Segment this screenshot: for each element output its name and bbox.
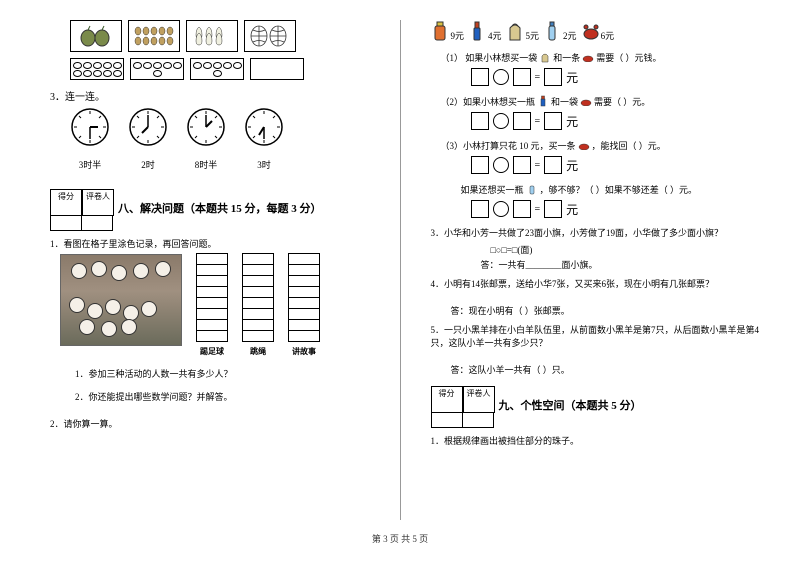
activity-photo	[60, 254, 182, 346]
score-box: 得分 评卷人	[50, 189, 114, 216]
equation-4: =元	[471, 200, 771, 218]
q5-text: 5．一只小黑羊排在小白羊队伍里，从前面数小黑羊是第7只，从后面数小黑羊是第4只，…	[431, 323, 771, 349]
equation-2: =元	[471, 112, 771, 130]
page-footer: 第 3 页 共 5 页	[30, 532, 770, 545]
bottle2-icon	[526, 182, 538, 196]
item: 2元	[543, 20, 577, 42]
score-cell: 得分	[431, 386, 463, 413]
right-column: 9元 4元 5元 2元 6元 （1） 如果小林想买一袋 和一条	[421, 20, 771, 520]
item: 6元	[581, 20, 615, 42]
q3-text: 3．小华和小芳一共做了23面小旗，小芳做了19面，小华做了多少面小旗？	[431, 226, 771, 239]
price: 6元	[601, 29, 615, 42]
bottle-icon	[468, 20, 486, 42]
fruit-row-1	[70, 20, 380, 52]
q3-label: 3．连一连。	[50, 88, 380, 103]
crab-icon	[578, 138, 590, 152]
clock-label: 8时半	[186, 158, 226, 171]
left-column: 3．连一连。 3时半 2时 8时半 3时 得分 评卷人	[30, 20, 380, 520]
clock-item: 8时半	[186, 107, 226, 171]
problem-2: （2）如果小林想买一瓶 和一袋 需要（ ）元。	[441, 94, 771, 108]
price: 4元	[488, 29, 502, 42]
bar-label: 跳绳	[250, 346, 266, 357]
score-box: 得分 评卷人	[431, 386, 495, 413]
problem-4: 如果还想买一瓶 ，够不够？（ ）如果不够还差（ ）元。	[461, 182, 771, 196]
bar-column: 讲故事	[288, 254, 320, 357]
bag-icon	[506, 20, 524, 42]
bar-column: 踢足球	[196, 254, 228, 357]
bar-label: 讲故事	[292, 346, 316, 357]
fruit-box	[128, 20, 180, 52]
clock-icon	[70, 107, 110, 147]
problem-3: （3）小林打算只花 10 元，买一条 ，能找回（ ）元。	[441, 138, 771, 152]
clock-item: 3时	[244, 107, 284, 171]
clock-label: 3时	[244, 158, 284, 171]
clock-icon	[128, 107, 168, 147]
q3-eq: □○□=□(面)	[491, 243, 771, 256]
bag-icon	[539, 50, 551, 64]
item: 5元	[506, 20, 540, 42]
q1-text: 1．看图在格子里涂色记录，再回答问题。	[50, 237, 380, 250]
price: 9元	[451, 29, 465, 42]
bottle-icon	[537, 94, 549, 108]
score-cell: 评卷人	[82, 189, 114, 216]
crab-icon	[580, 94, 592, 108]
bottle2-icon	[543, 20, 561, 42]
clock-icon	[244, 107, 284, 147]
q4-answer: 答：现在小明有（ ）张邮票。	[451, 304, 771, 317]
oval-box	[190, 58, 244, 80]
item: 4元	[468, 20, 502, 42]
price: 5元	[526, 29, 540, 42]
jar-icon	[431, 20, 449, 42]
sub-q2: 2．你还能提出哪些数学问题？并解答。	[75, 390, 380, 403]
oval-row	[70, 58, 380, 80]
clock-icon	[186, 107, 226, 147]
equation-1: =元	[471, 68, 771, 86]
bar-label: 踢足球	[200, 346, 224, 357]
crab-icon	[581, 20, 599, 42]
section-9-title: 九、个性空间（本题共 5 分）	[499, 397, 642, 413]
sub-q1: 1．参加三种活动的人数一共有多少人？	[75, 367, 380, 380]
clock-label: 3时半	[70, 158, 110, 171]
oval-box	[70, 58, 124, 80]
oval-box	[250, 58, 304, 80]
price-items-row: 9元 4元 5元 2元 6元	[431, 20, 771, 42]
clock-label: 2时	[128, 158, 168, 171]
section-8-title: 八、解决问题（本题共 15 分，每题 3 分）	[118, 200, 322, 216]
chart-area: 踢足球 跳绳 讲故事	[60, 254, 380, 357]
score-cell: 得分	[50, 189, 82, 216]
price: 2元	[563, 29, 577, 42]
fruit-box	[186, 20, 238, 52]
fruit-box	[244, 20, 296, 52]
equation-3: =元	[471, 156, 771, 174]
clock-item: 3时半	[70, 107, 110, 171]
q3-answer: 答：一共有________面小旗。	[481, 258, 771, 271]
fruit-box	[70, 20, 122, 52]
item: 9元	[431, 20, 465, 42]
q4-text: 4．小明有14张邮票，送给小华7张，又买来6张，现在小明有几张邮票？	[431, 277, 771, 290]
clock-item: 2时	[128, 107, 168, 171]
crab-icon	[582, 50, 594, 64]
clocks-row: 3时半 2时 8时半 3时	[70, 107, 380, 171]
column-divider	[400, 20, 401, 520]
problem-1: （1） 如果小林想买一袋 和一条 需要（ ）元钱。	[441, 50, 771, 64]
oval-box	[130, 58, 184, 80]
page-container: 3．连一连。 3时半 2时 8时半 3时 得分 评卷人	[30, 20, 770, 520]
bar-column: 跳绳	[242, 254, 274, 357]
q9-1-text: 1．根据规律画出被挡住部分的珠子。	[431, 434, 771, 447]
q5-answer: 答：这队小羊一共有（ ）只。	[451, 363, 771, 376]
q2-text: 2．请你算一算。	[50, 417, 380, 430]
score-cell: 评卷人	[463, 386, 495, 413]
